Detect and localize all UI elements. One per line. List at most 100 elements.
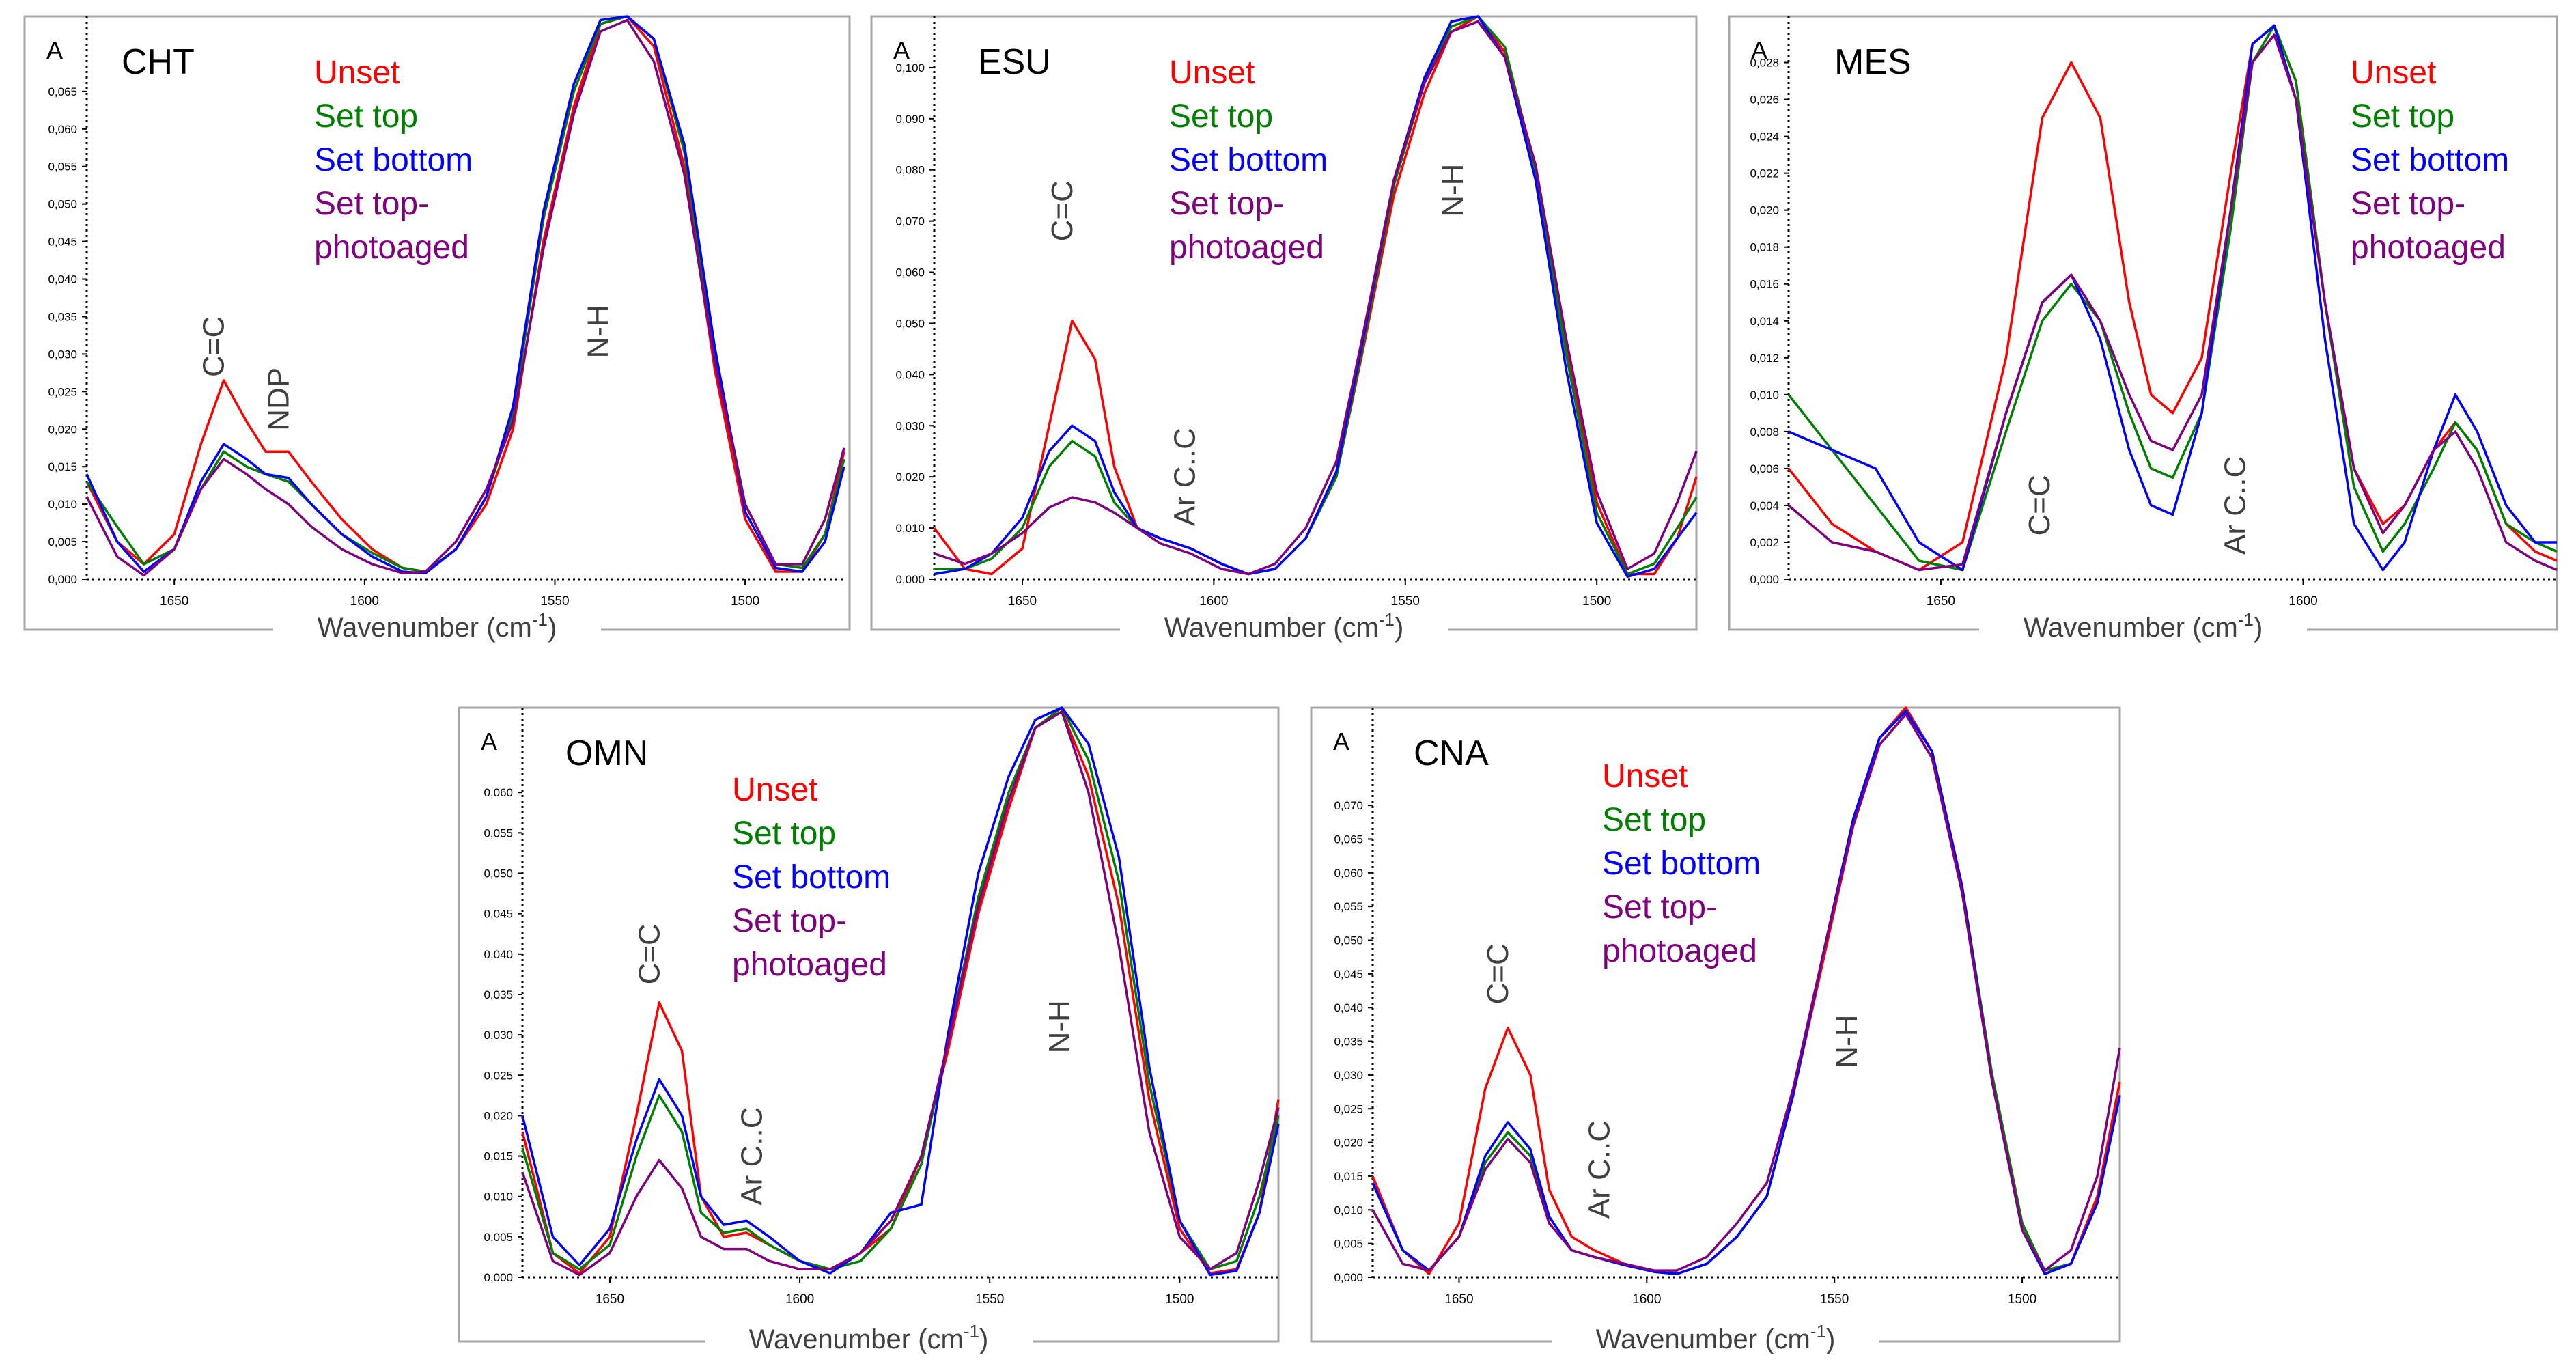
xlabel-gap: [1979, 627, 2307, 632]
x-tick-label: 1600: [350, 594, 379, 609]
peak-annotation: C=C: [197, 316, 231, 377]
legend-entry-line: photoaged: [1169, 229, 1324, 266]
legend-entry: Set top-photoaged: [1169, 186, 1324, 266]
legend-entry-line: Set top-: [2351, 186, 2465, 222]
x-axis-title-sup: -1: [964, 1321, 979, 1341]
x-tick-label: 1600: [1632, 1292, 1661, 1307]
x-axis-title-sup: -1: [1810, 1321, 1826, 1341]
series-line-set-top-photoaged: [521, 710, 1280, 1277]
panel-frame: [870, 15, 1698, 631]
chart-panel-omn: 0,000 0,005 0,010 0,015 0,020 0,025 0,030 0,035…: [458, 706, 1280, 1354]
y-tick-label: 0,065: [48, 85, 77, 98]
y-tick-label: 0,005: [48, 535, 77, 548]
x-axis-title-close: ): [979, 1324, 988, 1354]
y-tick-label: 0,012: [1750, 352, 1779, 365]
legend-entry: Set bottom: [1169, 142, 1328, 178]
legend-entry: Set top: [732, 816, 836, 852]
series-line-set-bottom: [85, 15, 845, 574]
legend-entry: Set top-photoaged: [2351, 186, 2506, 266]
y-tick-label: 0,015: [1334, 1170, 1363, 1183]
legend-entry: Unset: [732, 772, 817, 808]
x-axis-title-close: ): [1395, 613, 1403, 643]
legend-entry-line: Set top-: [1169, 186, 1284, 222]
x-tick-label: 1550: [1391, 594, 1420, 609]
y-tick-label: 0,000: [48, 573, 77, 586]
legend-entry-line: Set top: [314, 98, 418, 135]
y-tick-label: 0,040: [895, 368, 925, 381]
y-axis-unit-label: A: [1751, 36, 1767, 64]
legend-entry: Set bottom: [1602, 846, 1761, 882]
series-line-set-top-photoaged: [1371, 713, 2121, 1272]
y-tick-label: 0,010: [895, 522, 925, 535]
y-tick-label: 0,016: [1750, 278, 1779, 291]
legend-entry: Set top: [314, 98, 418, 135]
y-tick-label: 0,050: [895, 317, 925, 330]
x-axis-title-sup: -1: [1379, 609, 1395, 630]
series-line-unset: [1787, 24, 2558, 572]
y-tick-label: 0,015: [484, 1150, 513, 1163]
y-tick-label: 0,090: [895, 113, 925, 126]
chart-panel-cna: 0,000 0,005 0,010 0,015 0,020 0,025 0,030 0,035…: [1310, 706, 2121, 1354]
y-tick-label: 0,030: [48, 348, 77, 361]
x-tick-label: 1600: [2288, 594, 2317, 609]
y-tick-label: 0,020: [895, 471, 925, 484]
legend-entry: Set bottom: [732, 859, 891, 895]
peak-annotation: Ar C..C: [736, 1106, 769, 1205]
x-axis-title: Wavenumber (cm-1): [2024, 609, 2263, 643]
legend-entry-line: Set bottom: [1169, 142, 1328, 178]
x-tick-label: 1650: [1444, 1292, 1473, 1307]
chart-panel-esu: 0,000 0,010 0,020 0,030 0,040 0,050 0,060 0,070…: [870, 15, 1698, 643]
x-axis-title-sup: -1: [2238, 609, 2254, 630]
panel-frame: [458, 706, 1280, 1343]
y-tick-label: 0,055: [48, 161, 77, 173]
y-tick-label: 0,035: [48, 310, 77, 323]
y-axis-unit-label: A: [481, 727, 497, 755]
panel-frame: [1728, 15, 2558, 631]
peak-annotation: Ar C..C: [1168, 428, 1201, 526]
xlabel-gap: [1552, 1339, 1879, 1344]
y-tick-label: 0,010: [1334, 1203, 1363, 1216]
legend-entry: Unset: [2351, 55, 2436, 91]
legend-entry-line: Set top: [2351, 98, 2454, 135]
y-tick-label: 0,070: [895, 215, 925, 228]
legend-entry-line: Unset: [1169, 55, 1255, 91]
y-tick-label: 0,030: [484, 1029, 513, 1042]
y-tick-label: 0,030: [1334, 1069, 1363, 1082]
legend-entry: Set top-photoaged: [1602, 889, 1757, 969]
x-tick-label: 1650: [1927, 594, 1955, 609]
legend-entry: Set top-photoaged: [314, 186, 469, 266]
peak-annotation: C=C: [1481, 943, 1515, 1004]
y-tick-label: 0,100: [895, 61, 925, 74]
legend-entry: Set bottom: [2351, 142, 2509, 178]
legend-entry-line: Set top-: [732, 903, 847, 939]
legend-entry-line: photoaged: [732, 947, 887, 983]
xlabel-gap: [273, 627, 601, 632]
legend-entry-line: photoaged: [314, 229, 469, 266]
x-axis-title-main: Wavenumber (cm: [2024, 613, 2238, 643]
x-tick-label: 1600: [785, 1292, 814, 1307]
chart-title: CNA: [1414, 734, 1489, 773]
y-axis-unit-label: A: [46, 36, 63, 64]
y-tick-label: 0,025: [1334, 1102, 1363, 1115]
x-tick-label: 1550: [975, 1292, 1004, 1307]
y-tick-label: 0,014: [1750, 315, 1779, 328]
legend-entry: Set top-photoaged: [732, 903, 887, 983]
chart-title: CHT: [122, 42, 195, 82]
legend-entry: Set top: [2351, 98, 2454, 135]
y-axis-unit-label: A: [893, 36, 910, 64]
legend-entry-line: Set bottom: [732, 859, 891, 895]
y-tick-label: 0,060: [895, 266, 925, 279]
y-tick-label: 0,004: [1750, 499, 1779, 512]
peak-annotation: C=C: [632, 923, 666, 984]
y-tick-label: 0,000: [1750, 573, 1779, 586]
x-axis-title: Wavenumber (cm-1): [1164, 609, 1404, 643]
y-tick-label: 0,040: [48, 273, 77, 286]
y-tick-label: 0,025: [484, 1069, 513, 1082]
y-tick-label: 0,005: [484, 1231, 513, 1244]
y-tick-label: 0,020: [48, 423, 77, 436]
legend-entry-line: photoaged: [2351, 229, 2506, 266]
legend-entry: Set bottom: [314, 142, 473, 178]
x-axis-title-main: Wavenumber (cm: [1164, 613, 1379, 643]
y-tick-label: 0,028: [1750, 57, 1779, 70]
legend-entry-line: Set top: [1169, 98, 1273, 135]
